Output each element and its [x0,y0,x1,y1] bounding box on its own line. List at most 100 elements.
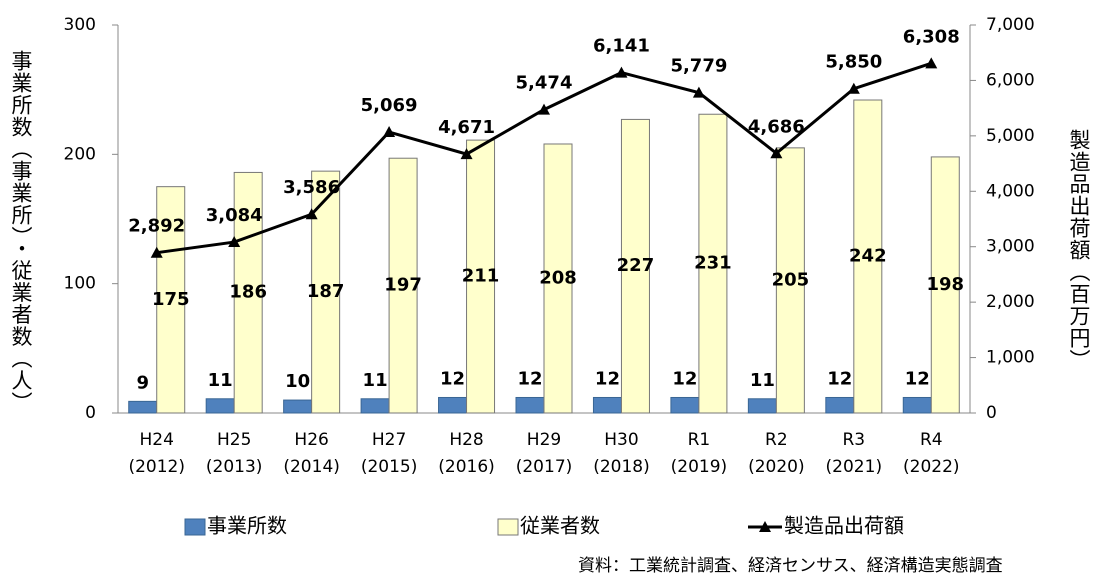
x-tick-label: H29 [527,430,561,450]
data-label: 187 [307,281,345,302]
data-label: 208 [539,267,577,288]
data-label: 2,892 [128,216,185,237]
line-marker [305,208,318,220]
bar [747,398,777,414]
y2-tick-label: 1,000 [986,348,1035,368]
bar [902,396,932,414]
x-tick-label: (2020) [748,457,805,477]
data-label: 9 [136,372,149,393]
data-label: 4,686 [748,116,805,137]
data-label: 3,084 [206,205,263,226]
x-tick-label: R2 [765,430,788,450]
bar [515,396,545,414]
data-label: 242 [849,246,887,267]
y-tick-label: 300 [64,15,96,35]
line-marker [228,236,241,248]
bar [698,113,728,414]
line-marker [460,148,473,160]
x-tick-label: (2018) [593,457,650,477]
x-tick-label: R4 [920,430,943,450]
bar [853,99,883,414]
x-tick-label: R1 [688,430,711,450]
data-label: 12 [827,368,852,389]
data-label: 211 [462,266,500,287]
x-tick-label: H25 [217,430,251,450]
x-tick-label: (2013) [206,457,263,477]
data-label: 12 [905,368,930,389]
bar [620,118,650,414]
y2-tick-label: 6,000 [986,70,1035,90]
x-tick-label: (2014) [283,457,340,477]
bar [438,396,468,414]
line-marker [925,57,938,69]
bar [825,396,855,414]
bar [930,156,960,414]
bar [128,400,158,414]
data-label: 12 [672,368,697,389]
legend-swatch [759,521,771,532]
data-label: 4,671 [438,117,495,138]
data-label: 186 [229,282,267,303]
legend-label: 従業者数 [520,514,600,538]
bar [205,398,235,414]
x-tick-label: (2012) [128,457,185,477]
y-tick-label: 100 [64,274,96,294]
data-label: 5,779 [670,56,727,77]
data-label: 175 [152,289,190,310]
x-tick-label: H28 [449,430,483,450]
data-label: 197 [384,275,422,296]
x-tick-label: H26 [294,430,328,450]
data-label: 12 [440,368,465,389]
x-tick-label: H30 [604,430,638,450]
data-label: 227 [617,255,655,276]
data-label: 11 [363,370,388,391]
y2-tick-label: 4,000 [986,181,1035,201]
x-tick-label: (2016) [438,457,495,477]
bar [360,398,390,414]
line-marker [692,86,705,98]
y2-axis-label: 製造品出荷額（百万円） [1067,129,1091,371]
data-label: 6,308 [903,26,960,47]
x-tick-label: (2019) [671,457,728,477]
bar [543,143,573,414]
data-label: 12 [517,368,542,389]
data-label: 231 [694,253,732,274]
legend-label: 製造品出荷額 [784,514,904,538]
y2-tick-label: 5,000 [986,126,1035,146]
data-label: 198 [926,274,964,295]
y2-tick-label: 3,000 [986,237,1035,257]
legend-swatch [184,518,206,536]
x-tick-label: H24 [140,430,174,450]
data-label: 11 [208,370,233,391]
legend-swatch [497,518,519,536]
y-axis-label: 事業所数（事業所）・従業者数（人） [9,50,33,414]
y2-tick-label: 2,000 [986,292,1035,312]
data-label: 11 [750,370,775,391]
x-tick-label: (2022) [903,457,960,477]
data-label: 6,141 [593,36,650,57]
bar [466,139,496,414]
data-label: 12 [595,368,620,389]
bar [233,171,263,414]
bar [775,147,805,414]
data-label: 5,850 [825,52,882,73]
data-label: 205 [772,269,810,290]
bar [156,186,186,414]
source-note: 資料：工業統計調査、経済センサス、経済構造実態調査 [578,556,1003,576]
x-tick-label: (2017) [516,457,573,477]
legend-label: 事業所数 [207,514,287,538]
data-label: 5,069 [361,95,418,116]
data-label: 5,474 [516,73,573,94]
x-tick-label: (2021) [826,457,883,477]
x-tick-label: H27 [372,430,406,450]
y-tick-label: 200 [64,144,96,164]
data-label: 10 [285,371,310,392]
line-marker [538,103,550,115]
line-marker [150,246,163,258]
line-marker [615,66,628,78]
x-tick-label: R3 [842,430,865,450]
y2-tick-label: 7,000 [986,15,1035,35]
bar [592,396,622,414]
bar [283,399,313,414]
line-marker [770,147,783,159]
